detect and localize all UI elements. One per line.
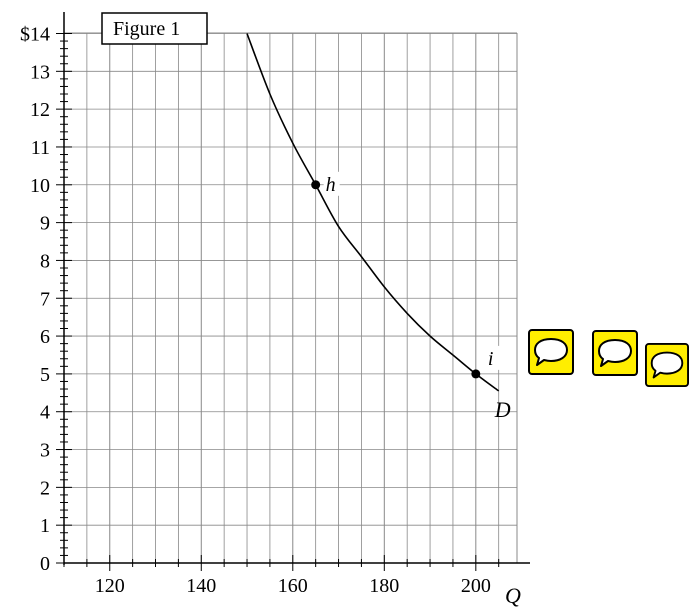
comment-icon[interactable] [528, 328, 574, 376]
y-tick-label: 13 [30, 61, 50, 83]
y-tick-label: 12 [30, 99, 50, 121]
point-label-h: h [326, 174, 336, 196]
x-tick-label: 120 [95, 575, 125, 597]
demand-curve [246, 33, 500, 392]
comment-icon[interactable] [645, 343, 689, 387]
chart-title: Figure 1 [113, 18, 180, 40]
point-h [311, 180, 321, 190]
title-box: Figure 1 [101, 12, 208, 45]
x-tick-labels: 120 140 160 180 200 [95, 575, 491, 597]
point-label-i: i [488, 348, 494, 370]
y-tick-label: 9 [40, 213, 50, 235]
y-tick-label: 0 [40, 553, 50, 575]
y-tick-label: 11 [31, 137, 50, 159]
x-tick-label: 200 [461, 575, 491, 597]
y-tick-label: 5 [40, 364, 50, 386]
y-tick-label: 2 [40, 477, 50, 499]
curve-label: D [494, 397, 511, 422]
x-axis-label: Q [505, 583, 521, 607]
x-tick-label: 140 [186, 575, 216, 597]
x-tick-label: 160 [278, 575, 308, 597]
grid [63, 32, 518, 563]
x-tick-label: 180 [369, 575, 399, 597]
y-tick-label: 10 [30, 175, 50, 197]
point-i [471, 369, 481, 379]
axes [56, 12, 530, 571]
y-tick-label: 6 [40, 326, 50, 348]
y-tick-label: 4 [40, 402, 50, 424]
point-label-background [484, 345, 501, 370]
points: hi [311, 171, 501, 379]
y-tick-label: 7 [40, 288, 50, 310]
y-tick-label: 8 [40, 250, 50, 272]
comment-icon[interactable] [592, 330, 638, 376]
y-tick-label: 1 [40, 515, 50, 537]
y-tick-label: $14 [20, 24, 50, 46]
y-tick-label: 3 [40, 440, 50, 462]
point-label-background [323, 171, 340, 196]
